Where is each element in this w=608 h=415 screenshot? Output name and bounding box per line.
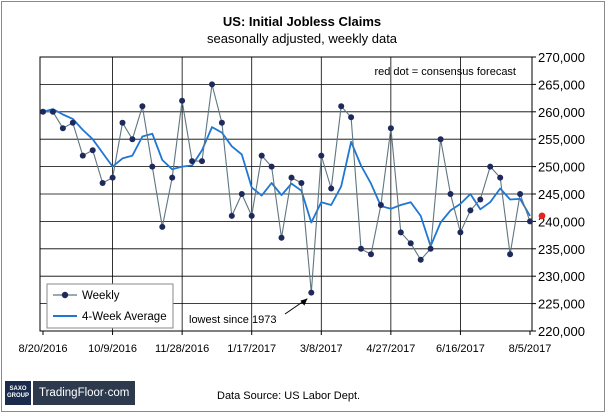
y-tick-label: 270,000 <box>538 50 585 65</box>
y-tick-label: 235,000 <box>538 242 585 257</box>
y-tick-label: 245,000 <box>538 187 585 202</box>
saxo-logo-line2: GROUP <box>6 393 29 399</box>
weekly-point <box>338 103 345 110</box>
forecast-point <box>538 212 546 220</box>
lowest-arrow-head <box>300 298 308 306</box>
weekly-point <box>417 256 424 263</box>
x-tick-label: 4/27/2017 <box>366 343 415 355</box>
weekly-point <box>457 229 464 236</box>
weekly-point <box>298 180 305 186</box>
weekly-point <box>397 229 404 236</box>
weekly-point <box>447 191 454 197</box>
weekly-point <box>497 174 504 181</box>
weekly-point <box>218 119 225 126</box>
y-tick-label: 230,000 <box>538 269 585 284</box>
weekly-point <box>99 180 106 186</box>
weekly-point <box>89 147 96 154</box>
saxo-logo: SAXO GROUP <box>5 381 31 405</box>
weekly-point <box>377 202 384 208</box>
weekly-point <box>308 289 315 296</box>
weekly-point <box>358 245 364 252</box>
weekly-point <box>507 251 514 258</box>
data-source: Data Source: US Labor Dept. <box>217 390 360 402</box>
legend: Weekly 4-Week Average <box>46 283 174 329</box>
weekly-point <box>40 108 46 115</box>
x-tick-label: 11/28/2016 <box>155 343 209 355</box>
weekly-point <box>527 218 533 225</box>
weekly-point <box>407 240 414 247</box>
weekly-point <box>387 125 394 132</box>
y-tick-label: 250,000 <box>538 160 585 175</box>
legend-weekly-marker <box>61 291 69 299</box>
x-tick-label: 10/9/2016 <box>88 343 137 355</box>
weekly-point <box>268 163 275 170</box>
x-tick-label: 6/16/2017 <box>436 343 485 355</box>
weekly-point <box>348 114 355 121</box>
weekly-point <box>278 234 285 241</box>
weekly-point <box>179 97 186 104</box>
y-tick-label: 240,000 <box>538 214 585 229</box>
weekly-point <box>288 174 295 181</box>
weekly-point <box>49 108 56 115</box>
y-tick-label: 265,000 <box>538 77 585 92</box>
weekly-point <box>328 185 335 192</box>
weekly-point <box>427 245 434 252</box>
weekly-point <box>139 103 146 110</box>
x-tick-label: 1/17/2017 <box>227 343 276 355</box>
x-tick-label: 8/5/2017 <box>509 343 552 355</box>
lowest-annotation: lowest since 1973 <box>189 314 276 326</box>
saxo-logo-line1: SAXO <box>9 386 27 392</box>
x-tick-label: 8/20/2016 <box>19 343 68 355</box>
weekly-point <box>228 212 235 219</box>
weekly-point <box>517 191 524 197</box>
weekly-point <box>79 152 86 159</box>
weekly-point <box>368 251 374 258</box>
legend-weekly-label: Weekly <box>82 290 120 302</box>
weekly-point <box>258 152 265 159</box>
legend-average-label: 4-Week Average <box>82 311 167 323</box>
x-tick-label: 3/8/2017 <box>300 343 343 355</box>
weekly-point <box>189 158 196 165</box>
series-weekly-line <box>43 84 531 293</box>
weekly-point <box>119 119 126 126</box>
chart-title: US: Initial Jobless Claims <box>223 14 381 29</box>
weekly-point <box>467 207 474 214</box>
y-tick-label: 225,000 <box>538 297 585 312</box>
forecast-note: red dot = consensus forecast <box>374 66 516 78</box>
y-tick-label: 255,000 <box>538 132 585 147</box>
weekly-point <box>199 158 205 165</box>
weekly-point <box>59 125 66 132</box>
chart-subtitle: seasonally adjusted, weekly data <box>207 31 398 46</box>
weekly-point <box>129 136 136 143</box>
weekly-point <box>109 174 116 181</box>
weekly-point <box>487 163 494 170</box>
weekly-point <box>477 196 484 203</box>
y-tick-label: 260,000 <box>538 105 585 120</box>
weekly-point <box>238 191 245 197</box>
weekly-point <box>437 136 444 143</box>
weekly-point <box>149 163 156 170</box>
weekly-point <box>169 174 176 181</box>
legend-box <box>46 283 174 329</box>
tradingfloor-logo: SAXO GROUP TradingFloor·com <box>5 381 136 405</box>
weekly-point <box>318 152 325 159</box>
weekly-point <box>248 212 255 219</box>
y-tick-label: 220,000 <box>538 324 585 339</box>
weekly-point <box>69 119 76 126</box>
brand-name: TradingFloor·com <box>33 381 136 405</box>
weekly-point <box>159 223 166 230</box>
series-4-week-average-line <box>42 108 531 248</box>
weekly-point <box>209 81 215 88</box>
